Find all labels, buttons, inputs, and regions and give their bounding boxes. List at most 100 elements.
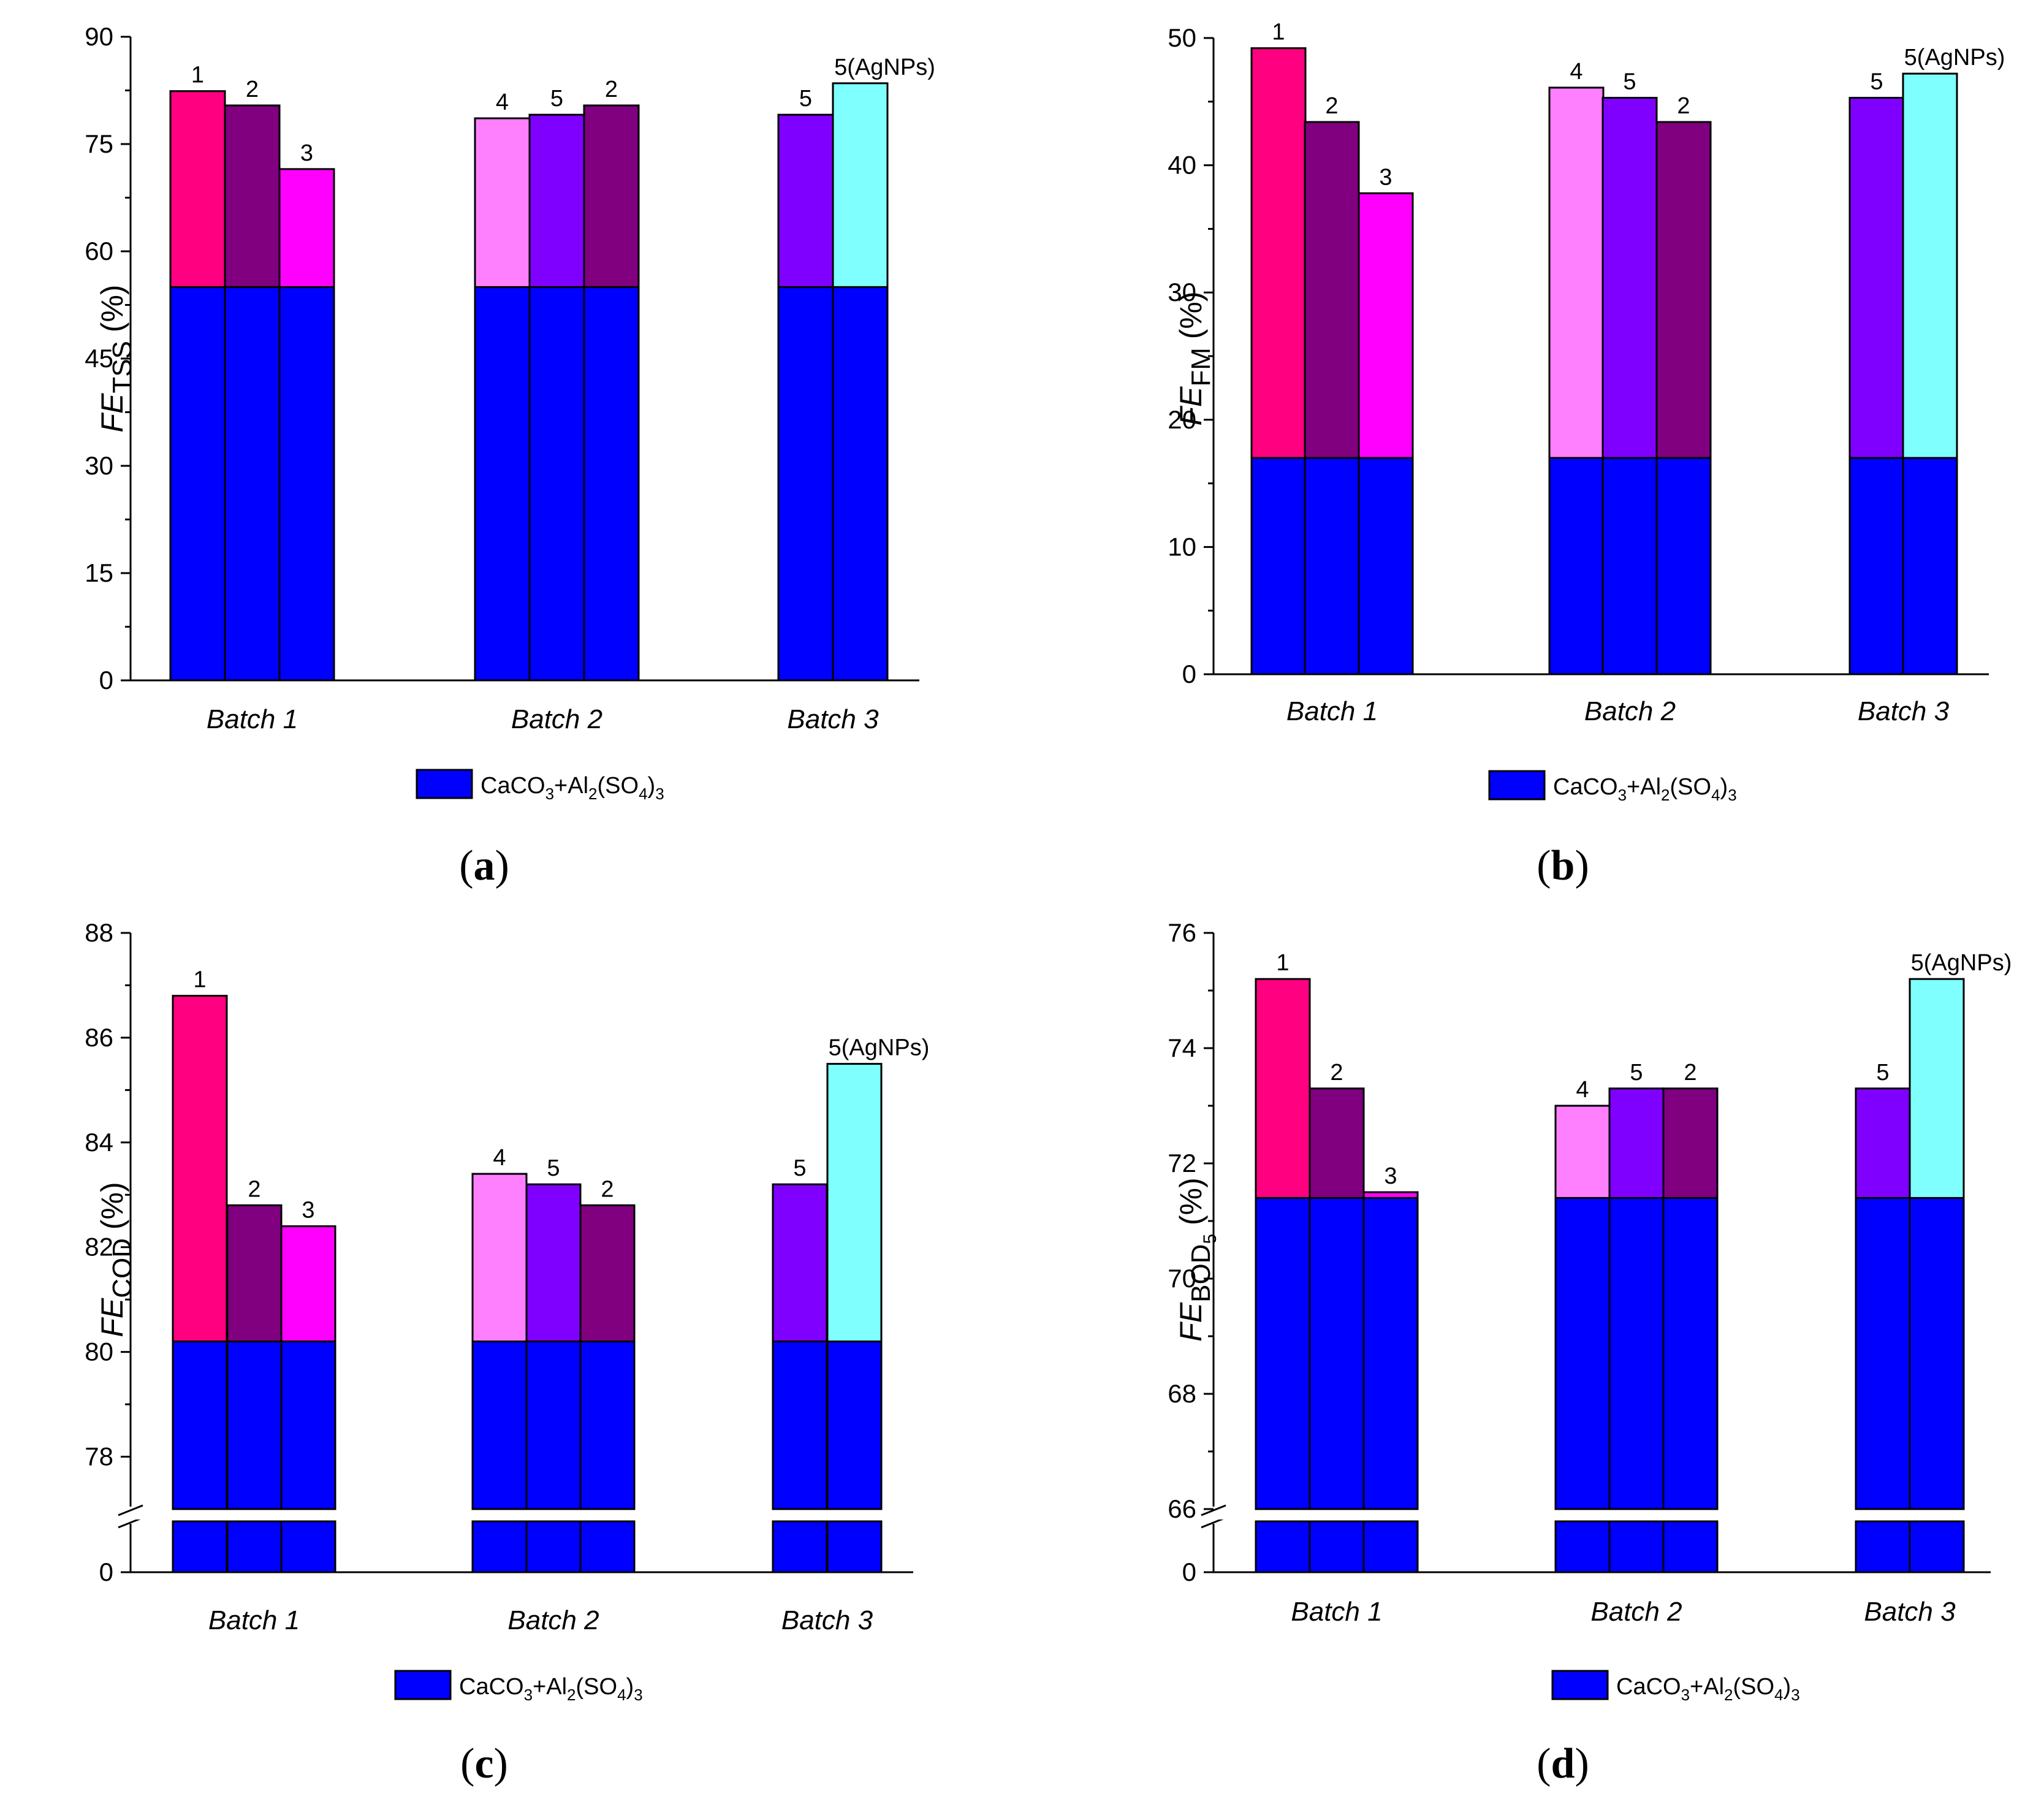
bar-treatment-segment [528,113,585,288]
y-axis-label: FEBOD5 (%) [1174,1177,1220,1342]
bar-label: 4 [1570,59,1582,85]
bar-treatment-segment [1255,978,1311,1199]
bar-base-segment-lower [1909,1520,1965,1573]
bar-treatment-segment [579,1204,636,1343]
bar-base-segment [1662,1196,1719,1510]
category-label: Batch 3 [781,1605,873,1635]
legend: CaCO3+Al2(SO4)3 [1551,1670,1800,1704]
bar-treatment-segment [1902,72,1958,459]
bar-label: 2 [1684,1060,1696,1086]
y-tick-label: 80 [85,1337,113,1366]
axis-break-gap [132,1511,914,1519]
bar-base-segment-lower [1662,1520,1719,1573]
bar-base-segment [278,286,335,682]
bar-base-segment [1909,1196,1965,1510]
category-label: Batch 2 [507,1605,599,1635]
legend-swatch [416,769,473,799]
category-label: Batch 1 [1286,696,1378,726]
bar-label: 5(AgNPs) [1904,45,2005,70]
category-label: Batch 3 [787,704,879,734]
bar-label: 5 [547,1155,560,1181]
bar-base-segment [528,286,585,682]
bar-label: 3 [302,1198,314,1223]
bar-base-segment [579,1341,636,1510]
legend: CaCO3+Al2(SO4)3 [416,769,664,803]
bar-treatment-segment [1909,978,1965,1199]
y-tick-label: 0 [99,1557,113,1586]
bar-base-segment [226,1341,283,1510]
panel-label: (b) [1537,842,1589,889]
bar-label: 5 [1630,1060,1643,1086]
y-tick-label: 84 [85,1128,113,1157]
bar-label: 5 [1623,69,1636,95]
bar-label: 1 [193,967,206,993]
bar-label: 5(AgNPs) [829,1035,930,1061]
bar-base-segment-lower [1855,1520,1911,1573]
legend-swatch [1488,770,1546,801]
bar-base-segment-lower [826,1520,883,1573]
y-tick-label: 68 [1168,1379,1196,1408]
bar-treatment-segment [1250,47,1307,459]
bar-treatment-segment [278,168,335,288]
category-label: Batch 2 [511,704,602,734]
axis-break-mark [118,1504,143,1516]
bar-label: 3 [300,140,313,166]
bar-base-segment [1848,457,1905,675]
y-tick-label: 72 [1168,1149,1196,1177]
category-label: Batch 1 [207,704,298,734]
bar-treatment-segment [471,1173,528,1343]
bar-base-segment-lower [1309,1520,1365,1573]
bar-base-segment [1304,457,1360,675]
bar-base-segment [772,1341,828,1510]
y-tick-label: 60 [85,237,113,265]
bar-treatment-segment [1358,192,1414,459]
y-tick-label: 10 [1168,532,1196,561]
bar-treatment-segment [226,1204,283,1343]
bar-treatment-segment [832,82,889,288]
bar-label: 2 [248,1176,260,1202]
bar-treatment-segment [1362,1191,1419,1199]
bar-base-segment [280,1341,336,1510]
bar-base-segment [1902,457,1958,675]
bar-label: 4 [496,89,509,115]
y-tick-label: 78 [85,1442,113,1471]
y-tick-label: 82 [85,1233,113,1261]
bar-base-segment [471,1341,528,1510]
legend: CaCO3+Al2(SO4)3 [1488,770,1737,804]
bar-label: 3 [1384,1163,1397,1189]
bar-label: 4 [493,1145,506,1171]
y-tick-label: 86 [85,1023,113,1052]
y-tick-label: 74 [1168,1033,1196,1062]
bar-base-segment-lower [1608,1520,1665,1573]
bar-treatment-segment [1304,121,1360,459]
y-tick-label: 30 [1168,278,1196,306]
bar-base-segment-lower [226,1520,283,1573]
y-tick-label: 0 [99,666,113,694]
y-tick-label: 66 [1168,1494,1196,1523]
bar-base-segment-lower [1362,1520,1419,1573]
y-axis-label: FEFM (%) [1174,291,1216,425]
y-tick-label: 40 [1168,151,1196,180]
bar-base-segment [832,286,889,682]
y-tick-label: 0 [1182,1557,1196,1586]
bar-base-segment-lower [525,1520,582,1573]
bar-label: 5 [550,86,563,112]
legend-label: CaCO3+Al2(SO4)3 [481,773,664,803]
category-label: Batch 1 [1291,1597,1382,1627]
y-tick-label: 75 [85,129,113,158]
axis-break-mark [1201,1504,1226,1516]
bar-treatment-segment [280,1225,336,1343]
legend-label: CaCO3+Al2(SO4)3 [459,1674,643,1704]
bar-base-segment [1309,1196,1365,1510]
bar-label: 4 [1576,1077,1589,1103]
category-label: Batch 1 [208,1605,300,1635]
bar-base-segment [1855,1196,1911,1510]
bar-label: 3 [1379,164,1392,190]
bar-base-segment [172,1341,228,1510]
chart-panel-d: 1 2 3 4 5 2 5 5(AgNPs) 66 68 70 72 74 76 0 Batch 1 Batch… [1168,918,2012,1704]
panel-label: (d) [1537,1740,1589,1787]
y-tick-label: 45 [85,344,113,373]
bar-treatment-segment [826,1063,883,1343]
legend-label: CaCO3+Al2(SO4)3 [1553,774,1737,804]
